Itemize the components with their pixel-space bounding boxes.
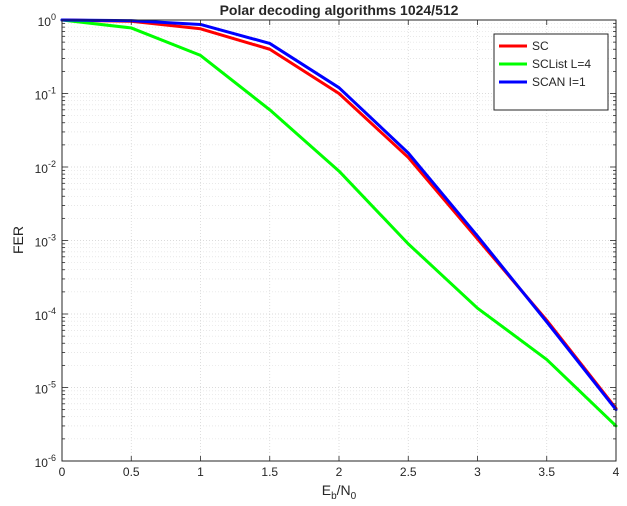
y-tick-exponent: -5 xyxy=(48,380,56,390)
x-axis-label-mid: /N xyxy=(337,482,351,498)
x-tick-label: 3.5 xyxy=(538,465,555,479)
y-tick-exponent: -1 xyxy=(48,86,56,96)
chart-title: Polar decoding algorithms 1024/512 xyxy=(220,2,459,18)
legend-label: SCList L=4 xyxy=(532,57,591,71)
x-axis-label-main: E xyxy=(322,482,331,498)
y-tick-label: 10-1 xyxy=(35,86,56,103)
tick-marks xyxy=(61,19,617,462)
x-axis-label-sub2: 0 xyxy=(351,491,357,502)
y-tick-base: 10 xyxy=(35,89,49,103)
x-tick-label: 1 xyxy=(197,465,204,479)
y-tick-label: 10-2 xyxy=(35,159,56,176)
x-axis-label: Eb/N0 xyxy=(322,482,357,502)
y-tick-base: 10 xyxy=(35,309,49,323)
y-tick-base: 10 xyxy=(35,162,49,176)
x-tick-label: 0.5 xyxy=(123,465,140,479)
legend: SC SCList L=4 SCAN I=1 xyxy=(493,33,609,111)
y-tick-base: 10 xyxy=(35,236,49,250)
x-axis-label-sub1: b xyxy=(331,491,337,502)
y-tick-label: 10-4 xyxy=(35,306,56,323)
y-tick-exponent: -4 xyxy=(48,306,56,316)
series-line-sclist-l-4 xyxy=(60,18,618,428)
y-tick-label: 10-3 xyxy=(35,233,56,250)
y-axis-label: FER xyxy=(10,226,26,254)
legend-label: SC xyxy=(532,39,549,53)
y-tick-exponent: 0 xyxy=(51,12,56,22)
y-tick-base: 10 xyxy=(35,383,49,397)
x-tick-label: 2.5 xyxy=(400,465,417,479)
y-tick-base: 10 xyxy=(38,15,52,29)
x-tick-label: 1.5 xyxy=(261,465,278,479)
x-tick-label: 4 xyxy=(613,465,620,479)
x-tick-label: 2 xyxy=(336,465,343,479)
y-tick-exponent: -3 xyxy=(48,233,56,243)
y-tick-label: 100 xyxy=(38,12,56,29)
x-tick-label: 0 xyxy=(59,465,66,479)
y-tick-exponent: -2 xyxy=(48,159,56,169)
y-tick-label: 10-6 xyxy=(35,453,56,470)
y-tick-exponent: -6 xyxy=(48,453,56,463)
x-tick-label: 3 xyxy=(474,465,481,479)
x-tick-labels: 0 0.5 1 1.5 2 2.5 3 3.5 4 xyxy=(59,465,620,479)
y-tick-base: 10 xyxy=(35,456,49,470)
y-tick-label: 10-5 xyxy=(35,380,56,397)
series-line-scan-i-1 xyxy=(60,18,618,412)
series-layer xyxy=(60,18,618,428)
legend-label: SCAN I=1 xyxy=(532,75,586,89)
